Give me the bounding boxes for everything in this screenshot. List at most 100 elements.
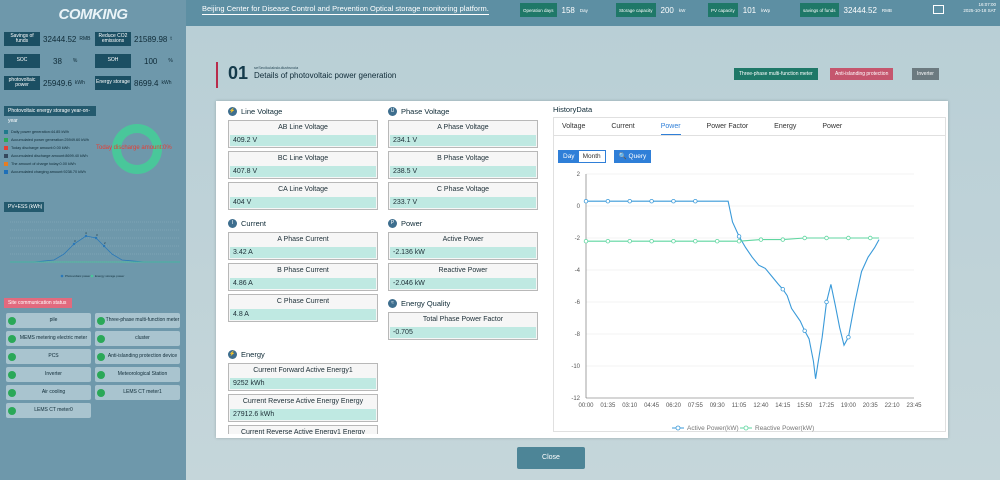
data-point (802, 328, 807, 333)
site-status-item[interactable]: pile (6, 313, 91, 328)
x-tick-label: 06:20 (666, 403, 682, 409)
site-status-item[interactable]: Inverter (6, 367, 91, 382)
query-button[interactable]: 🔍 Query (613, 150, 652, 163)
legend-label: Active Power(kW) (687, 425, 739, 432)
site-status-item[interactable]: Three-phase multi-function meter (95, 313, 180, 328)
energy-icon: ⚡ (228, 349, 237, 359)
legend-label: Reactive Power(kW) (755, 425, 814, 432)
history-tab[interactable]: Power Factor (706, 123, 749, 130)
x-tick-label: 15:50 (797, 403, 813, 409)
current-value: 3.42 A (230, 247, 376, 258)
data-point (846, 334, 851, 340)
tag-inverter[interactable]: Inverter (912, 68, 939, 80)
site-status-item[interactable]: Air cooling (6, 385, 91, 400)
history-tab[interactable]: Power (660, 118, 681, 135)
y-tick-label: 2 (577, 172, 581, 178)
x-tick-label: 20:35 (863, 403, 879, 409)
mini-chart-title: PV+ESS (kWh) (4, 202, 44, 212)
power-icon: P (388, 218, 397, 228)
history-tab[interactable]: Current (611, 123, 635, 130)
voltage-icon: U (388, 106, 397, 116)
site-status-item[interactable]: MEMS metering electric meter (6, 331, 91, 346)
data-point (605, 238, 611, 244)
line-voltage-field: CA Line Voltage 404 V (228, 182, 378, 210)
x-tick-label: 11:05 (732, 403, 747, 409)
history-title: HistoryData (553, 105, 593, 114)
x-tick-label: 23:45 (906, 403, 922, 409)
line-voltage-label: CA Line Voltage (278, 186, 328, 193)
phase-voltage-field: B Phase Voltage 238.5 V (388, 151, 538, 179)
top-stat-storage-capacity: Storage capacity 200 kW (616, 3, 685, 17)
fullscreen-icon[interactable] (933, 5, 944, 14)
y-tick-label: 0 (577, 204, 581, 210)
status-dot-icon (97, 388, 105, 397)
legend-swatch (4, 130, 8, 134)
current-field: A Phase Current 3.42 A (228, 232, 378, 260)
energy-quality-group: ≈ Energy Quality Total Phase Power Factor… (388, 297, 538, 340)
legend-swatch (4, 162, 8, 166)
tag-anti-islanding[interactable]: Anti-islanding protection (830, 68, 894, 80)
history-tab[interactable]: Voltage (562, 123, 586, 130)
line-voltage-value: 404 V (230, 197, 376, 208)
topbar: Beijing Center for Disease Control and P… (186, 0, 1000, 26)
site-status-item[interactable]: Anti-islanding protection device (95, 349, 180, 364)
status-dot-icon (8, 316, 16, 325)
data-point (824, 299, 829, 305)
tag-three-phase-meter[interactable]: Three-phase multi-function meter (734, 68, 818, 80)
site-status-grid: pile Three-phase multi-function meter MEMS… (4, 313, 182, 418)
ring-label: Today discharge amount:0% (96, 145, 172, 151)
energy-field: Current Forward Active Energy1 9252 kWh (228, 363, 378, 391)
site-status-item[interactable]: LEMS CT meter0 (6, 403, 91, 418)
x-tick-label: 14:15 (775, 403, 791, 409)
close-button[interactable]: Close (517, 447, 585, 469)
main-area: 01 seSecikulakskulkahsvoia Details of ph… (186, 26, 1000, 480)
quality-icon: ≈ (388, 298, 397, 308)
history-tab[interactable]: Power (822, 123, 843, 130)
x-tick-label: 00:00 (578, 403, 594, 409)
power-value: -2.136 kW (390, 247, 536, 258)
stat-soc: SOC 38 % (4, 54, 91, 68)
site-status-item[interactable]: PCS (6, 349, 91, 364)
legend-marker (743, 425, 749, 431)
energy-panel-title: Photovoltaic energy storage year-on-year (4, 106, 96, 124)
phase-voltage-value: 238.5 V (390, 166, 536, 177)
data-point (605, 199, 611, 204)
site-panel-title: Site communication status (4, 298, 72, 308)
site-status-item[interactable]: cluster (95, 331, 180, 346)
history-tab[interactable]: Energy (774, 123, 797, 130)
energy-legend-item: Daily power generation:44.85 kWh (4, 128, 112, 136)
history-tabs: Voltage Current Power Power Factor Energy Pow… (554, 118, 945, 136)
energy-label: Current Reverse Active Energy1 Energy (240, 429, 366, 434)
data-point (846, 235, 851, 241)
data-point (824, 235, 829, 241)
legend-marker (675, 425, 681, 431)
period-toggle: Day Month (558, 150, 606, 163)
data-point (780, 286, 785, 292)
site-status-item[interactable]: Meteorological Station (95, 367, 180, 382)
data-point (583, 238, 589, 244)
site-status-item[interactable]: LEMS CT meter1 (95, 385, 180, 400)
svg-text:4: 4 (85, 231, 87, 235)
y-tick-label: -10 (571, 364, 580, 370)
data-point (671, 238, 676, 244)
legend-swatch (4, 138, 8, 142)
line-voltage-value: 407.8 V (230, 166, 376, 177)
x-tick-label: 07:55 (688, 403, 704, 409)
x-tick-label: 19:00 (841, 403, 857, 409)
svg-text:3: 3 (74, 239, 76, 243)
svg-text:3: 3 (96, 233, 98, 237)
data-point (693, 199, 698, 204)
section-title: Details of photovoltaic power generation (254, 71, 397, 80)
power-value: -2.046 kW (390, 278, 536, 289)
energy-panel: Daily power generation:44.85 kWh Accumula… (4, 120, 182, 198)
data-point (583, 199, 589, 204)
energy-legend-item: Today discharge amount:0.00 kWh (4, 144, 112, 152)
phase-voltage-field: A Phase Voltage 234.1 V (388, 120, 538, 148)
line-voltage-label: AB Line Voltage (278, 124, 328, 131)
details-card: ⚡ Line Voltage AB Line Voltage 409.2 V BC L… (216, 101, 948, 438)
day-toggle[interactable]: Day (559, 151, 579, 162)
y-tick-label: -6 (575, 300, 581, 306)
month-toggle[interactable]: Month (582, 153, 601, 160)
x-tick-label: 03:10 (622, 403, 638, 409)
